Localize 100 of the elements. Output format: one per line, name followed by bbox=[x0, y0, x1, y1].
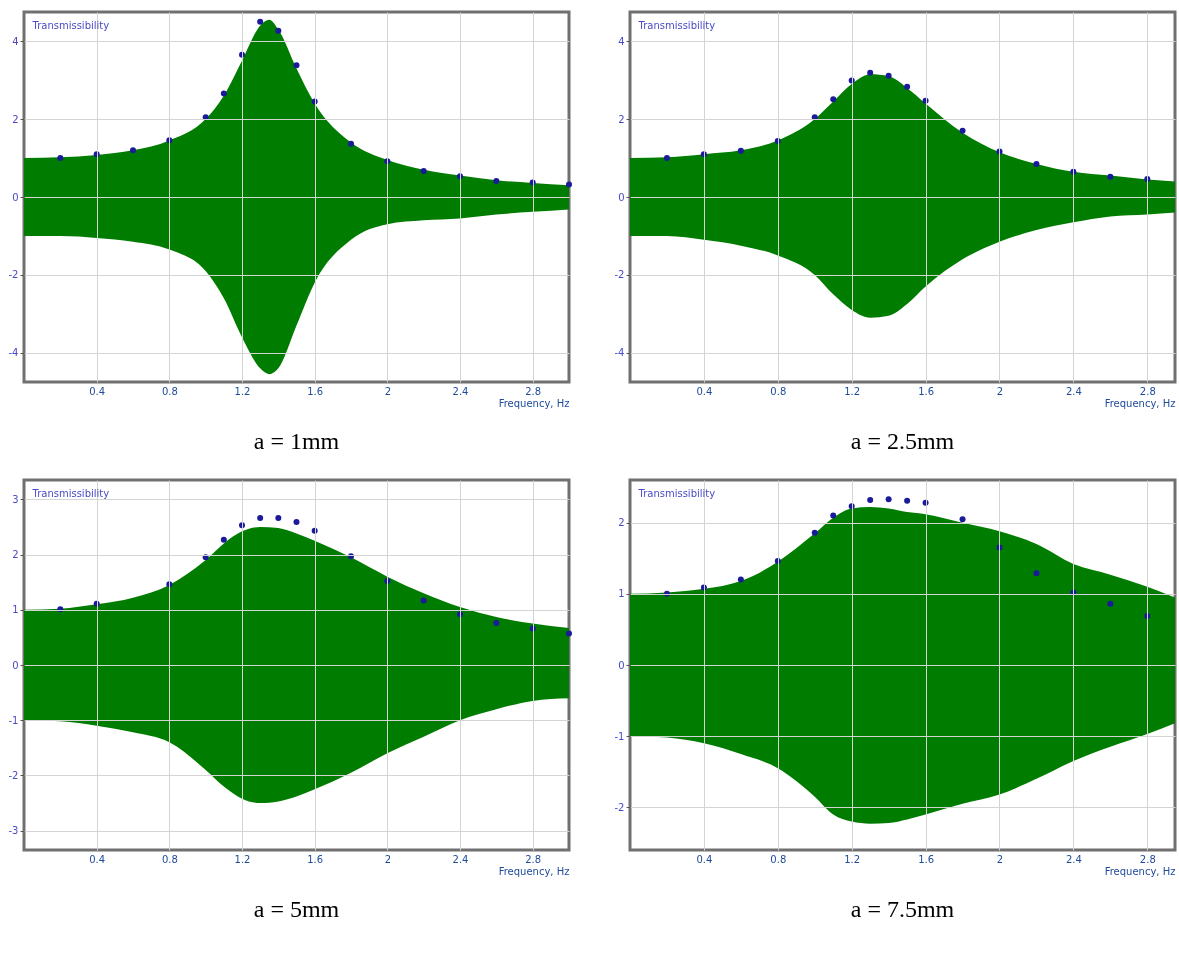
x-tick-label: 2 bbox=[384, 853, 392, 865]
x-tick-label: 0.8 bbox=[161, 853, 178, 865]
point bbox=[885, 496, 892, 503]
point bbox=[1107, 173, 1114, 180]
point bbox=[420, 597, 427, 604]
x-tick-label: 1.6 bbox=[918, 853, 935, 865]
text: a = 1mm bbox=[253, 428, 340, 454]
y-axis-title: Transmissibility bbox=[31, 487, 110, 499]
y-tick-label: 0 bbox=[618, 191, 625, 203]
x-tick-label: 0.4 bbox=[89, 853, 106, 865]
x-tick-label: 2.4 bbox=[452, 385, 469, 397]
point bbox=[420, 167, 427, 174]
y-axis-title: Transmissibility bbox=[637, 487, 716, 499]
x-tick-label: 0.4 bbox=[696, 853, 713, 865]
x-tick-label: 2.4 bbox=[1065, 385, 1082, 397]
point bbox=[220, 536, 227, 543]
x-tick-label: 0.8 bbox=[770, 385, 787, 397]
y-tick-label: -1 bbox=[614, 730, 625, 742]
point bbox=[493, 178, 500, 185]
point bbox=[830, 512, 837, 519]
point bbox=[257, 18, 264, 25]
point bbox=[275, 515, 282, 522]
x-tick-label: 1.2 bbox=[234, 853, 251, 865]
x-axis-title: Frequency, Hz bbox=[1104, 397, 1176, 409]
y-tick-label: -3 bbox=[8, 825, 19, 837]
point bbox=[867, 496, 874, 503]
x-tick-label: 1.2 bbox=[844, 853, 861, 865]
point bbox=[737, 147, 744, 154]
point bbox=[566, 630, 572, 637]
x-tick-label: 1.2 bbox=[844, 385, 861, 397]
point bbox=[663, 155, 670, 162]
y-tick-label: -4 bbox=[8, 347, 19, 359]
y-tick-label: 1 bbox=[618, 588, 625, 600]
point bbox=[348, 140, 354, 147]
x-tick-label: 2.4 bbox=[1065, 853, 1082, 865]
x-tick-label: 2 bbox=[996, 853, 1004, 865]
y-tick-label: 4 bbox=[618, 35, 625, 47]
x-tick-label: 1.2 bbox=[234, 385, 251, 397]
point bbox=[293, 518, 300, 525]
point bbox=[811, 529, 818, 536]
y-tick-label: 4 bbox=[12, 35, 19, 47]
point bbox=[830, 96, 837, 103]
y-tick-label: -2 bbox=[614, 269, 625, 281]
y-tick-label: 2 bbox=[618, 113, 625, 125]
y-axis-title: Transmissibility bbox=[31, 19, 110, 31]
x-tick-label: 2.8 bbox=[1139, 385, 1156, 397]
point bbox=[130, 147, 136, 154]
y-tick-label: -2 bbox=[8, 769, 19, 781]
point bbox=[885, 72, 892, 79]
x-tick-label: 0.8 bbox=[770, 853, 787, 865]
point bbox=[959, 516, 966, 523]
text: a = 5mm bbox=[253, 896, 340, 922]
x-tick-label: 2 bbox=[384, 385, 392, 397]
x-tick-label: 0.4 bbox=[696, 385, 713, 397]
point bbox=[220, 90, 227, 97]
y-tick-label: -4 bbox=[614, 347, 625, 359]
point bbox=[275, 27, 282, 34]
x-tick-label: 1.6 bbox=[307, 853, 324, 865]
point bbox=[1033, 570, 1040, 577]
point bbox=[293, 62, 300, 69]
y-tick-label: -2 bbox=[614, 801, 625, 813]
x-axis-title: Frequency, Hz bbox=[498, 865, 570, 877]
y-axis-title: Transmissibility bbox=[637, 19, 716, 31]
point bbox=[959, 127, 966, 134]
y-tick-label: 3 bbox=[12, 493, 19, 505]
x-tick-label: 2.8 bbox=[525, 385, 542, 397]
point bbox=[57, 155, 64, 162]
point bbox=[239, 51, 245, 58]
text: a = 7.5mm bbox=[850, 896, 955, 922]
x-tick-label: 0.4 bbox=[89, 385, 106, 397]
x-tick-label: 1.6 bbox=[918, 385, 935, 397]
x-axis-title: Frequency, Hz bbox=[498, 397, 570, 409]
point bbox=[904, 83, 911, 90]
point bbox=[1107, 600, 1114, 607]
point bbox=[904, 497, 911, 504]
y-tick-label: 0 bbox=[12, 191, 19, 203]
x-axis-title: Frequency, Hz bbox=[1104, 865, 1176, 877]
point bbox=[867, 69, 874, 76]
y-tick-label: 0 bbox=[12, 659, 19, 671]
x-tick-label: 2.8 bbox=[525, 853, 542, 865]
point bbox=[1033, 160, 1040, 167]
point bbox=[257, 515, 264, 522]
x-tick-label: 2 bbox=[996, 385, 1004, 397]
point bbox=[663, 590, 670, 597]
point bbox=[811, 114, 818, 121]
point bbox=[737, 576, 744, 583]
point bbox=[457, 611, 463, 618]
y-tick-label: -2 bbox=[8, 269, 19, 281]
y-tick-label: 2 bbox=[12, 549, 19, 561]
y-tick-label: -1 bbox=[8, 714, 19, 726]
x-tick-label: 2.8 bbox=[1139, 853, 1156, 865]
y-tick-label: 2 bbox=[618, 517, 625, 529]
y-tick-label: 0 bbox=[618, 659, 625, 671]
x-tick-label: 0.8 bbox=[161, 385, 178, 397]
x-tick-label: 2.4 bbox=[452, 853, 469, 865]
x-tick-label: 1.6 bbox=[307, 385, 324, 397]
point bbox=[493, 620, 500, 627]
y-tick-label: 2 bbox=[12, 113, 19, 125]
point bbox=[566, 181, 572, 188]
y-tick-label: 1 bbox=[12, 604, 19, 616]
